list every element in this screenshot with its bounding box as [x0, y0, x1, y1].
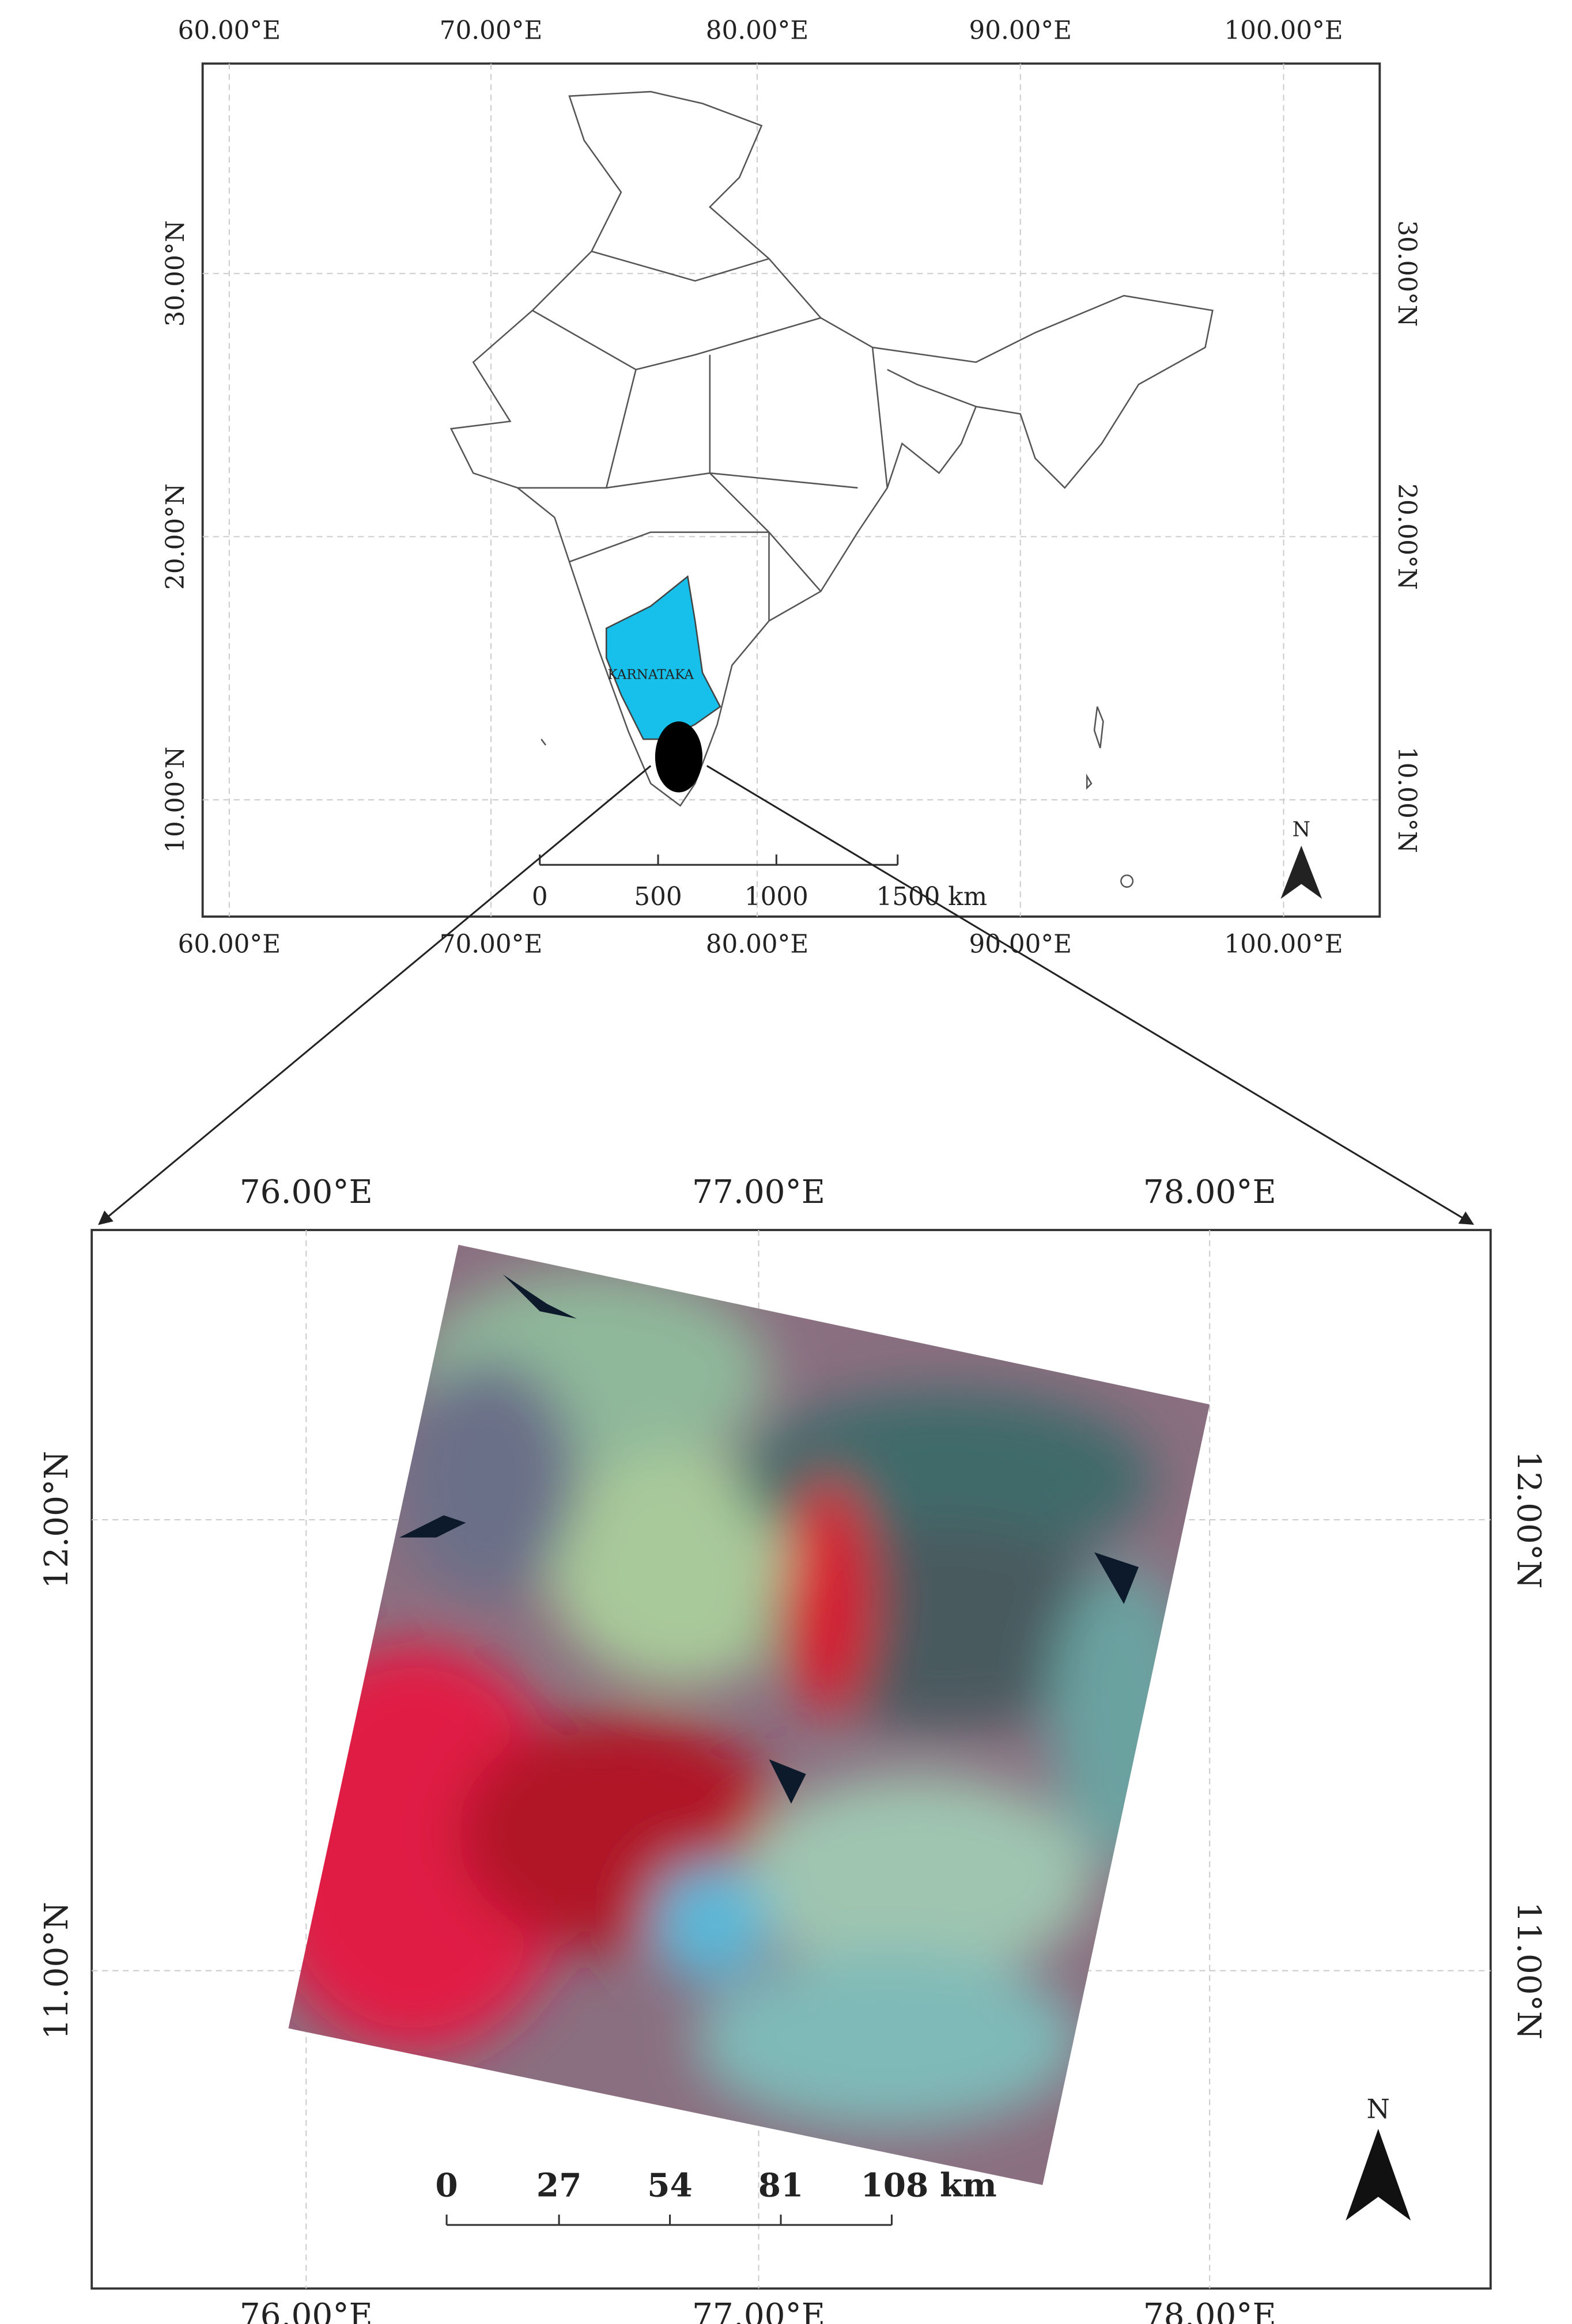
- scale-label: 54: [647, 2167, 693, 2205]
- scale-label: 1500 km: [876, 883, 987, 911]
- lon-label: 60.00°E: [178, 930, 281, 959]
- scale-label: 81: [758, 2167, 804, 2205]
- lat-label: 11.00°N: [1510, 1902, 1547, 2039]
- lon-label: 77.00°E: [692, 1174, 825, 1211]
- top-frame: [201, 62, 1381, 918]
- lat-label: 12.00°N: [1510, 1451, 1547, 1588]
- study-area-marker: [655, 721, 703, 793]
- scale-label: 108 km: [860, 2167, 996, 2205]
- lon-label: 100.00°E: [1224, 16, 1343, 45]
- scale-label: 0: [435, 2167, 458, 2205]
- lon-label: 80.00°E: [706, 16, 808, 45]
- top-grid: 60.00°E 60.00°E 70.00°E 70.00°E 80.00°E 80.00…: [161, 16, 1421, 959]
- lon-label: 90.00°E: [969, 930, 1071, 959]
- north-label: N: [1367, 2093, 1390, 2124]
- state-label: KARNATAKA: [607, 668, 694, 683]
- india-outline: [449, 90, 1214, 807]
- lat-label: 11.00°N: [38, 1902, 75, 2039]
- lat-label: 20.00°N: [1392, 483, 1421, 590]
- lon-label: 76.00°E: [240, 1174, 373, 1211]
- connector-arrow: [98, 765, 652, 1225]
- lat-label: 20.00°N: [161, 483, 190, 590]
- lon-label: 78.00°E: [1143, 1174, 1276, 1211]
- karnataka: [605, 575, 721, 740]
- bottom-north-arrow: N: [1346, 2093, 1411, 2221]
- lon-label: 78.00°E: [1143, 2297, 1276, 2324]
- scale-label: 1000: [745, 883, 808, 911]
- lon-label: 70.00°E: [440, 16, 542, 45]
- lon-label: 76.00°E: [240, 2297, 373, 2324]
- lat-label: 30.00°N: [1392, 220, 1421, 327]
- islands: [541, 706, 1134, 888]
- lon-label: 60.00°E: [178, 16, 281, 45]
- top-scale-bar: 0 500 1000 1500 km: [532, 854, 987, 911]
- lat-label: 10.00°N: [161, 747, 190, 853]
- lon-label: 100.00°E: [1224, 930, 1343, 959]
- lat-label: 30.00°N: [161, 220, 190, 327]
- scale-label: 0: [532, 883, 548, 911]
- lon-label: 80.00°E: [706, 930, 808, 959]
- north-label: N: [1293, 818, 1310, 842]
- bottom-scale-bar: 0 27 54 81 108 km: [435, 2167, 997, 2226]
- lat-label: 12.00°N: [38, 1451, 75, 1588]
- scale-label: 500: [634, 883, 682, 911]
- lon-label: 90.00°E: [969, 16, 1071, 45]
- satellite-image: [288, 1244, 1210, 2185]
- scale-label: 27: [536, 2167, 582, 2205]
- top-north-arrow: N: [1280, 818, 1322, 899]
- lon-label: 77.00°E: [692, 2297, 825, 2324]
- connector-arrow: [706, 764, 1475, 1225]
- lon-label: 70.00°E: [440, 930, 542, 959]
- lat-label: 10.00°N: [1392, 747, 1421, 853]
